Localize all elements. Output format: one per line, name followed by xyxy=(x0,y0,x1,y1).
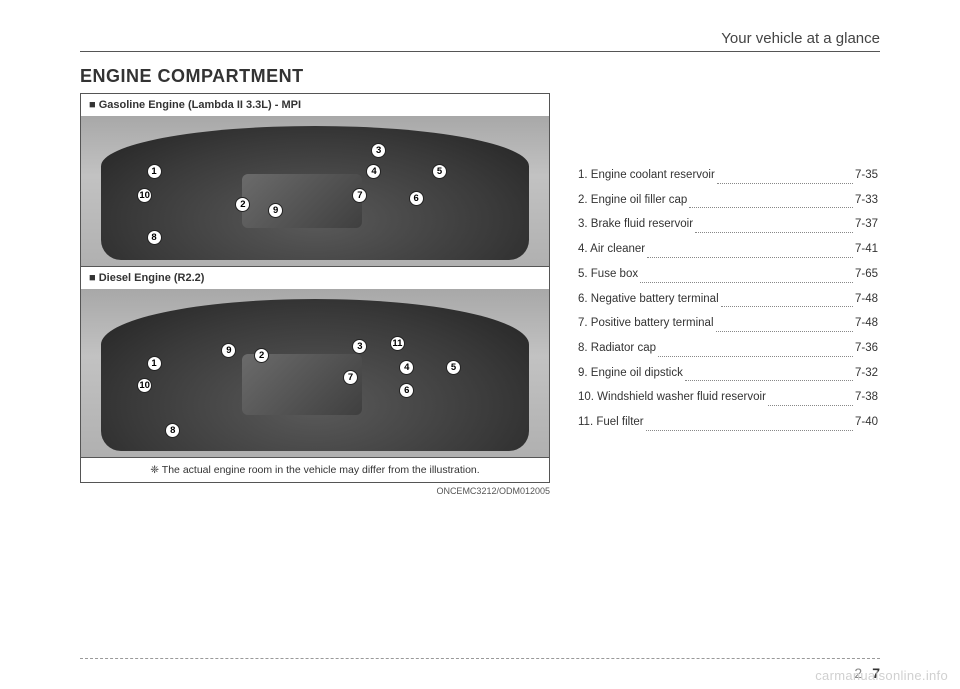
reference-page: 7-41 xyxy=(855,237,878,262)
callout-8: 8 xyxy=(147,230,162,245)
reference-label: 7. Positive battery terminal xyxy=(578,311,714,336)
reference-list: 1. Engine coolant reservoir7-352. Engine… xyxy=(578,93,878,496)
reference-item: 6. Negative battery terminal 7-48 xyxy=(578,287,878,312)
callout-5: 5 xyxy=(446,360,461,375)
reference-label: 1. Engine coolant reservoir xyxy=(578,163,715,188)
reference-page: 7-35 xyxy=(855,163,878,188)
reference-item: 5. Fuse box 7-65 xyxy=(578,262,878,287)
reference-page: 7-48 xyxy=(855,311,878,336)
reference-page: 7-48 xyxy=(855,287,878,312)
reference-page: 7-36 xyxy=(855,336,878,361)
reference-label: 8. Radiator cap xyxy=(578,336,656,361)
reference-item: 9. Engine oil dipstick 7-32 xyxy=(578,361,878,386)
reference-item: 10. Windshield washer fluid reservoir 7-3… xyxy=(578,385,878,410)
callout-11: 11 xyxy=(390,336,405,351)
reference-dots xyxy=(658,336,853,357)
reference-item: 2. Engine oil filler cap 7-33 xyxy=(578,188,878,213)
reference-item: 4. Air cleaner 7-41 xyxy=(578,237,878,262)
reference-label: 5. Fuse box xyxy=(578,262,638,287)
reference-dots xyxy=(721,287,853,308)
callout-1: 1 xyxy=(147,356,162,371)
reference-item: 11. Fuel filter 7-40 xyxy=(578,410,878,435)
reference-label: 10. Windshield washer fluid reservoir xyxy=(578,385,766,410)
callout-10: 10 xyxy=(137,188,152,203)
illustration-note: ❈ The actual engine room in the vehicle … xyxy=(80,458,550,483)
reference-dots xyxy=(647,237,853,258)
reference-label: 4. Air cleaner xyxy=(578,237,645,262)
callout-5: 5 xyxy=(432,164,447,179)
reference-page: 7-40 xyxy=(855,410,878,435)
callout-4: 4 xyxy=(399,360,414,375)
reference-page: 7-33 xyxy=(855,188,878,213)
reference-item: 7. Positive battery terminal 7-48 xyxy=(578,311,878,336)
reference-label: 3. Brake fluid reservoir xyxy=(578,212,693,237)
engine-image-gasoline: 11029834756 xyxy=(81,116,549,266)
header-rule xyxy=(80,51,880,52)
engine-label-gasoline: ■ Gasoline Engine (Lambda II 3.3L) - MPI xyxy=(81,94,549,116)
page-title: ENGINE COMPARTMENT xyxy=(80,66,880,87)
reference-page: 7-65 xyxy=(855,262,878,287)
engine-box-gasoline: ■ Gasoline Engine (Lambda II 3.3L) - MPI… xyxy=(80,93,550,458)
callout-6: 6 xyxy=(409,191,424,206)
reference-dots xyxy=(717,163,853,184)
callout-1: 1 xyxy=(147,164,162,179)
reference-page: 7-32 xyxy=(855,361,878,386)
reference-label: 11. Fuel filter xyxy=(578,410,644,435)
callout-10: 10 xyxy=(137,378,152,393)
image-code: ONCEMC3212/ODM012005 xyxy=(80,486,550,496)
reference-dots xyxy=(640,262,853,283)
callout-7: 7 xyxy=(343,370,358,385)
reference-dots xyxy=(646,410,853,431)
section-header: Your vehicle at a glance xyxy=(721,30,880,47)
reference-label: 9. Engine oil dipstick xyxy=(578,361,683,386)
reference-item: 8. Radiator cap 7-36 xyxy=(578,336,878,361)
reference-page: 7-37 xyxy=(855,212,878,237)
reference-item: 1. Engine coolant reservoir 7-35 xyxy=(578,163,878,188)
reference-label: 6. Negative battery terminal xyxy=(578,287,719,312)
reference-page: 7-38 xyxy=(855,385,878,410)
footer-rule: 2 7 xyxy=(80,658,880,665)
reference-dots xyxy=(695,212,853,233)
reference-dots xyxy=(689,188,853,209)
reference-item: 3. Brake fluid reservoir 7-37 xyxy=(578,212,878,237)
callout-2: 2 xyxy=(254,348,269,363)
watermark: carmanualsonline.info xyxy=(815,668,948,683)
engine-label-diesel: ■ Diesel Engine (R2.2) xyxy=(81,266,549,289)
reference-label: 2. Engine oil filler cap xyxy=(578,188,687,213)
reference-dots xyxy=(716,311,853,332)
reference-dots xyxy=(685,361,853,382)
engine-image-diesel: 1109283114756 xyxy=(81,289,549,457)
reference-dots xyxy=(768,385,853,406)
